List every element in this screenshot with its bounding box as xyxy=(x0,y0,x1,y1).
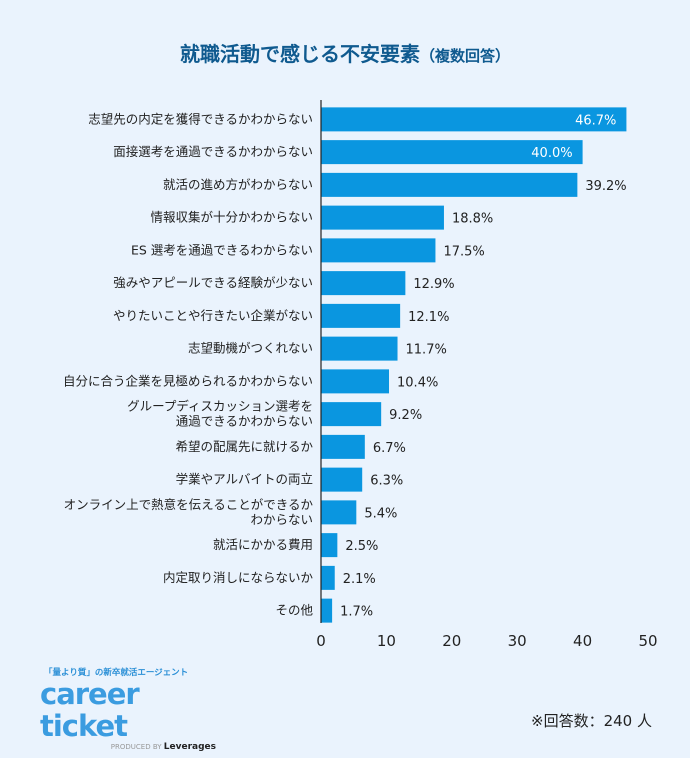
x-tick-label: 50 xyxy=(638,632,657,650)
category-label: 自分に合う企業を見極められるかわからない xyxy=(63,373,313,388)
category-label: 強みやアピールできる経験が少ない xyxy=(113,275,313,290)
category-label: わからない xyxy=(250,512,313,527)
value-label: 2.1% xyxy=(343,572,376,587)
x-tick-label: 0 xyxy=(316,632,326,650)
value-label: 12.9% xyxy=(413,277,454,292)
bar xyxy=(321,205,444,230)
bar xyxy=(321,533,338,558)
subtitle-text: （複数回答） xyxy=(419,47,510,65)
category-label: その他 xyxy=(275,603,313,618)
chart-title: 就職活動で感じる不安要素（複数回答） xyxy=(0,38,690,67)
career-ticket-logo: 「量より質」の新卒就活エージェント career ticket PRODUCED… xyxy=(40,666,220,752)
bar xyxy=(321,140,583,165)
bar-chart: 46.7% 志望先の内定を獲得できるかわからない 40.0% 面接選考を通過できるかわ… xyxy=(63,100,658,650)
logo-brand: career ticket xyxy=(40,677,140,743)
category-label: 就活にかかる費用 xyxy=(213,537,313,552)
value-label: 1.7% xyxy=(340,605,373,620)
category-label: 内定取り消しにならないか xyxy=(163,570,314,585)
bar xyxy=(321,467,363,492)
category-label: グループディスカッション選考を xyxy=(127,399,313,414)
bar xyxy=(321,271,406,296)
value-label: 11.7% xyxy=(406,343,447,358)
respondent-count-note: ※回答数：240 人 xyxy=(531,712,652,730)
x-tick-label: 40 xyxy=(573,632,592,650)
value-label: 6.7% xyxy=(373,441,406,456)
value-label: 5.4% xyxy=(364,506,397,521)
title-text: 就職活動で感じる不安要素 xyxy=(179,42,420,66)
company-name: Leverages xyxy=(163,742,216,752)
x-tick-label: 10 xyxy=(377,632,396,650)
logo-produced-by: PRODUCED BY Leverages xyxy=(40,742,216,752)
category-label: オンライン上で熱意を伝えることができるか xyxy=(64,497,314,512)
bar xyxy=(321,336,398,361)
logo-tagline: 「量より質」の新卒就活エージェント xyxy=(44,668,189,678)
bar xyxy=(321,369,390,394)
value-label: 6.3% xyxy=(370,474,403,489)
category-label: 志望先の内定を獲得できるかわからない xyxy=(88,111,313,126)
bar xyxy=(321,402,382,427)
bar xyxy=(321,172,578,197)
category-label: 情報収集が十分かわからない xyxy=(150,210,313,225)
value-label: 39.2% xyxy=(585,179,626,194)
category-label: 学業やアルバイトの両立 xyxy=(176,472,313,487)
bar xyxy=(321,500,357,525)
x-tick-label: 30 xyxy=(508,632,527,650)
bar xyxy=(321,598,333,623)
bar xyxy=(321,238,436,263)
value-label: 40.0% xyxy=(531,146,572,161)
category-label: 就活の進め方がわからない xyxy=(163,177,313,192)
value-label: 10.4% xyxy=(397,375,438,390)
bar xyxy=(321,107,627,132)
bar xyxy=(321,303,401,328)
value-label: 2.5% xyxy=(345,539,378,554)
category-label: 通過できるかわからない xyxy=(176,414,313,429)
value-label: 18.8% xyxy=(452,212,493,227)
value-label: 46.7% xyxy=(575,113,616,128)
bar xyxy=(321,565,335,590)
category-label: 面接選考を通過できるかわからない xyxy=(113,144,313,159)
value-label: 9.2% xyxy=(389,408,422,423)
x-tick-label: 20 xyxy=(442,632,461,650)
value-label: 12.1% xyxy=(408,310,449,325)
category-label: やりたいことや行きたい企業がない xyxy=(113,308,313,323)
produced-by-text: PRODUCED BY xyxy=(110,743,162,751)
category-label: ES 選考を通過できるわからない xyxy=(131,242,313,257)
category-label: 志望動機がつくれない xyxy=(188,341,313,356)
bar xyxy=(321,434,365,459)
value-label: 17.5% xyxy=(443,244,484,259)
category-label: 希望の配属先に就けるか xyxy=(175,439,313,454)
